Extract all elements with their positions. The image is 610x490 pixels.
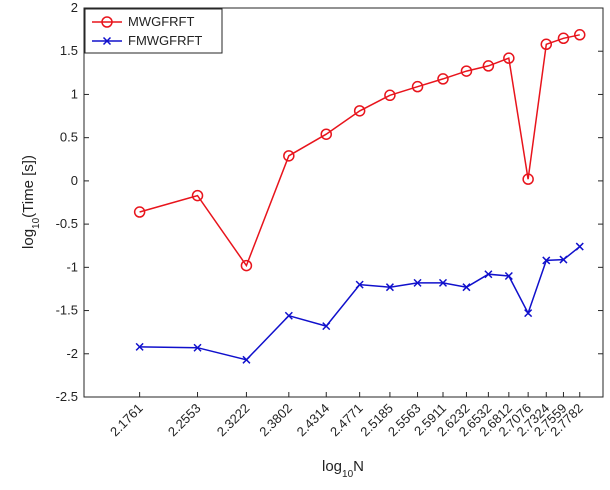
- x-tick-label: 2.1761: [107, 401, 146, 440]
- data-point-mwgfrft: [320, 128, 332, 140]
- data-point-mwgfrft: [283, 150, 295, 162]
- data-point-mwgfrft: [437, 73, 449, 85]
- x-tick-label: 2.3802: [256, 401, 295, 440]
- legend-marker-mwgfrft: [101, 16, 113, 28]
- y-tick-label: -2.5: [56, 389, 78, 404]
- data-point-mwgfrft: [540, 38, 553, 51]
- data-point-fmwgfrft: [524, 309, 533, 318]
- x-tick-label: 2.4771: [327, 401, 366, 440]
- legend-item-fmwgfrft: FMWGFRFT: [92, 33, 202, 48]
- y-tick-label: 1.5: [60, 43, 78, 58]
- data-point-mwgfrft: [503, 52, 515, 64]
- y-axis-title: log10(Time [s]): [20, 155, 42, 249]
- data-point-mwgfrft: [240, 259, 253, 272]
- x-axis-title: log10N: [322, 458, 364, 480]
- data-point-fmwgfrft: [284, 311, 293, 320]
- legend: MWGFRFT FMWGFRFT: [84, 8, 223, 54]
- data-point-fmwgfrft: [385, 283, 394, 292]
- data-point-fmwgfrft: [242, 355, 251, 364]
- y-axis: -2.5 -2 -1.5 -1 -0.5 0 0.5 1 1.5 2: [56, 0, 603, 404]
- series-layer: [133, 29, 586, 364]
- legend-label-fmwgfrft: FMWGFRFT: [128, 33, 202, 48]
- data-point-mwgfrft: [353, 105, 366, 117]
- legend-marker-fmwgfrft: [102, 36, 112, 46]
- data-point-fmwgfrft: [193, 343, 202, 352]
- legend-label-mwgfrft: MWGFRFT: [128, 14, 194, 29]
- data-point-fmwgfrft: [575, 242, 584, 251]
- x-axis-title-rest: N: [353, 458, 364, 475]
- legend-item-mwgfrft: MWGFRFT: [92, 14, 194, 29]
- x-tick-label: 2.2553: [165, 401, 204, 440]
- y-tick-label: 0.5: [60, 130, 78, 145]
- y-tick-label: 1: [71, 86, 78, 101]
- series-line-mwgfrft: [139, 34, 580, 268]
- x-axis-title-sub: 10: [342, 469, 354, 480]
- data-point-mwgfrft: [411, 80, 424, 93]
- data-point-fmwgfrft: [542, 256, 551, 265]
- series-line-fmwgfrft: [139, 246, 581, 361]
- y-tick-label: 2: [71, 0, 78, 15]
- data-point-fmwgfrft: [135, 342, 144, 351]
- data-point-mwgfrft: [460, 65, 473, 77]
- data-point-mwgfrft: [384, 89, 396, 102]
- data-point-mwgfrft: [574, 29, 586, 41]
- data-point-fmwgfrft: [484, 270, 493, 279]
- data-point-mwgfrft: [557, 32, 570, 45]
- y-axis-title-rest: (Time [s]): [20, 155, 37, 218]
- y-axis-title-sub: 10: [31, 217, 42, 229]
- y-tick-label: 0: [71, 173, 78, 188]
- series-fmwgfrft: [135, 242, 584, 364]
- data-point-fmwgfrft: [438, 278, 448, 287]
- data-point-fmwgfrft: [322, 322, 331, 331]
- x-tick-label: 2.4314: [294, 401, 333, 440]
- plot-area: [83, 7, 604, 398]
- data-point-mwgfrft: [522, 173, 534, 185]
- y-axis-title-base: log: [20, 229, 37, 249]
- x-axis-title-base: log: [322, 458, 342, 475]
- data-point-mwgfrft: [133, 206, 146, 218]
- data-point-fmwgfrft: [355, 280, 364, 289]
- y-tick-label: -0.5: [56, 216, 78, 231]
- data-point-fmwgfrft: [504, 271, 513, 281]
- data-point-mwgfrft: [191, 189, 204, 202]
- data-point-fmwgfrft: [413, 278, 422, 287]
- y-tick-label: -1.5: [56, 303, 78, 318]
- data-point-fmwgfrft: [559, 255, 568, 264]
- y-tick-label: -1: [66, 259, 78, 274]
- data-point-mwgfrft: [482, 60, 495, 72]
- y-tick-label: -2: [66, 346, 78, 361]
- data-point-fmwgfrft: [462, 283, 471, 292]
- x-tick-label: 2.3222: [214, 401, 253, 440]
- x-axis: 2.1761 2.2553 2.3222 2.38022.43142.47712.51…: [107, 392, 586, 439]
- series-mwgfrft: [133, 29, 586, 272]
